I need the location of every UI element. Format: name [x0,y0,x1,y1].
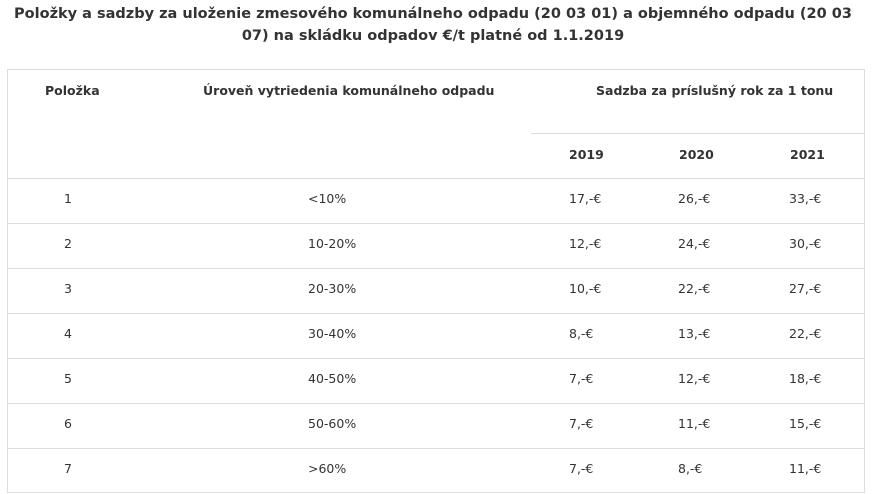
cell-2021: 30,-€ [789,236,822,251]
cell-2021: 18,-€ [789,371,822,386]
cell-2021: 27,-€ [789,281,822,296]
cell-item: 5 [64,371,72,386]
header-rate: Sadzba za príslušný rok za 1 tonu [596,83,834,98]
cell-2019: 7,-€ [569,371,594,386]
row-divider [8,358,864,359]
header-year-2021: 2021 [790,147,825,162]
cell-2021: 22,-€ [789,326,822,341]
cell-2020: 8,-€ [678,461,703,476]
cell-2020: 11,-€ [678,416,711,431]
header-level: Úroveň vytriedenia komunálneho odpadu [203,83,495,98]
cell-level: 20-30% [308,281,357,296]
cell-item: 4 [64,326,72,341]
cell-level: 50-60% [308,416,357,431]
cell-2019: 17,-€ [569,191,602,206]
row-divider [8,268,864,269]
row-divider [8,178,864,179]
cell-2020: 13,-€ [678,326,711,341]
header-year-2019: 2019 [569,147,604,162]
cell-2019: 7,-€ [569,461,594,476]
cell-2019: 12,-€ [569,236,602,251]
cell-item: 1 [64,191,72,206]
cell-level: 40-50% [308,371,357,386]
cell-level: <10% [308,191,347,206]
cell-item: 3 [64,281,72,296]
cell-item: 6 [64,416,72,431]
cell-level: 10-20% [308,236,357,251]
row-divider [8,448,864,449]
cell-item: 2 [64,236,72,251]
cell-2020: 12,-€ [678,371,711,386]
cell-level: 30-40% [308,326,357,341]
cell-2020: 22,-€ [678,281,711,296]
cell-2021: 33,-€ [789,191,822,206]
page-title: Položky a sadzby za uloženie zmesového k… [14,6,852,44]
cell-2019: 7,-€ [569,416,594,431]
cell-item: 7 [64,461,72,476]
cell-2019: 10,-€ [569,281,602,296]
row-divider [8,403,864,404]
cell-2021: 15,-€ [789,416,822,431]
row-divider [8,223,864,224]
header-item: Položka [45,83,100,98]
cell-2020: 26,-€ [678,191,711,206]
header-subdivider [531,133,865,134]
rates-table: Položka Úroveň vytriedenia komunálneho o… [7,69,865,493]
cell-level: >60% [308,461,347,476]
cell-2021: 11,-€ [789,461,822,476]
header-year-2020: 2020 [679,147,714,162]
row-divider [8,313,864,314]
cell-2019: 8,-€ [569,326,594,341]
cell-2020: 24,-€ [678,236,711,251]
